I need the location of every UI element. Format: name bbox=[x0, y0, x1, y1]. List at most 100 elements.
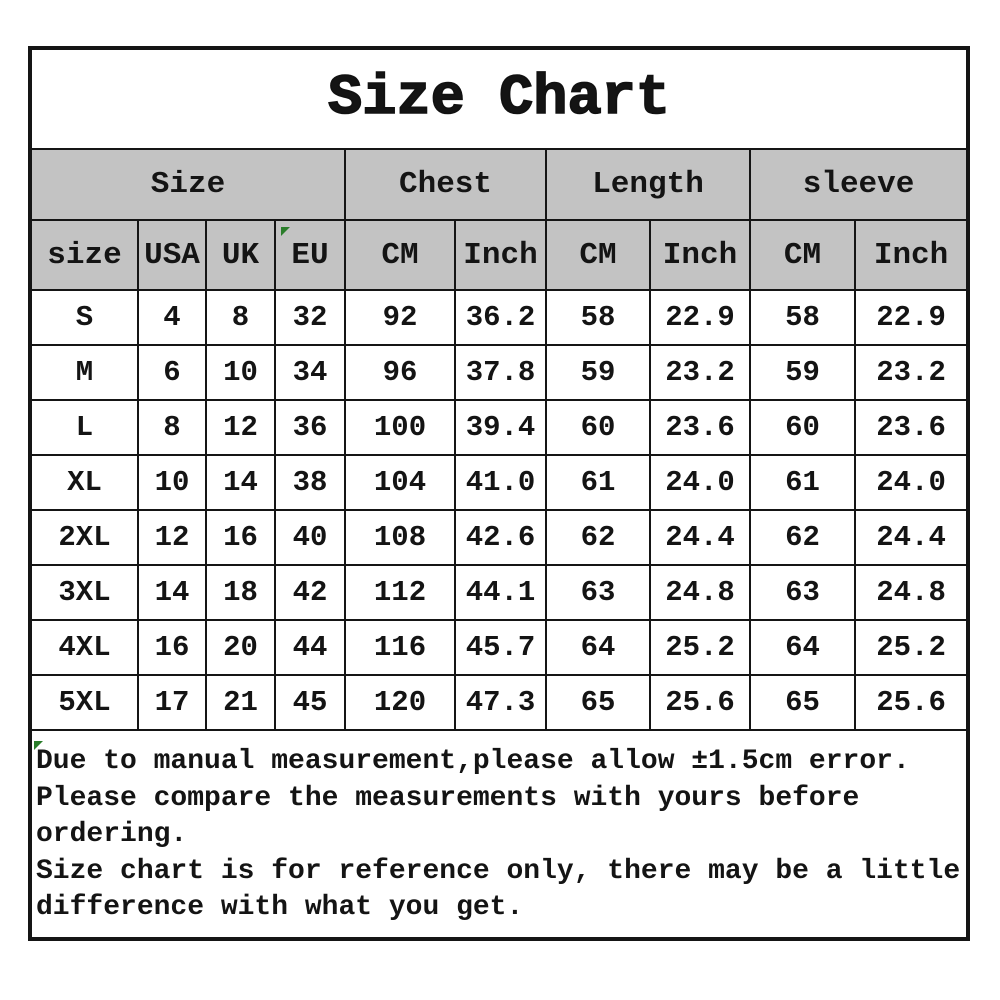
value-cell: 108 bbox=[344, 509, 456, 566]
size-chart-table: Size Chart Size Chest Length sleeve size USA… bbox=[28, 46, 971, 941]
size-label-cell: L bbox=[29, 399, 139, 456]
value-cell: 64 bbox=[545, 619, 651, 676]
value-cell: 8 bbox=[137, 399, 207, 456]
column-header-cell: CM bbox=[344, 219, 456, 291]
size-label-cell: 5XL bbox=[29, 674, 139, 731]
value-cell: 24.8 bbox=[649, 564, 751, 621]
size-label-cell: 3XL bbox=[29, 564, 139, 621]
table-row: XL 10 14 38 104 41.0 61 24.0 61 24.0 bbox=[29, 454, 970, 511]
value-cell: 61 bbox=[545, 454, 651, 511]
value-cell: 25.6 bbox=[649, 674, 751, 731]
value-cell: 25.6 bbox=[853, 674, 970, 731]
value-cell: 16 bbox=[205, 509, 276, 566]
value-cell: 22.9 bbox=[649, 289, 751, 346]
column-header-cell: Inch bbox=[853, 219, 970, 291]
notes-row: Due to manual measurement,please allow ±… bbox=[28, 729, 970, 940]
page-title: Size Chart bbox=[28, 47, 970, 150]
value-cell: 37.8 bbox=[454, 344, 547, 401]
value-cell: 62 bbox=[749, 509, 856, 566]
value-cell: 20 bbox=[205, 619, 276, 676]
table-row: S 4 8 32 92 36.2 58 22.9 58 22.9 bbox=[29, 289, 970, 346]
value-cell: 42.6 bbox=[454, 509, 547, 566]
column-header-cell: USA bbox=[137, 219, 207, 291]
value-cell: 58 bbox=[749, 289, 856, 346]
measurement-notes: Due to manual measurement,please allow ±… bbox=[32, 732, 966, 927]
column-header-row: size USA UK EU CM Inch CM Inch CM Inch bbox=[29, 219, 970, 291]
value-cell: 8 bbox=[205, 289, 276, 346]
table-row: L 8 12 36 100 39.4 60 23.6 60 23.6 bbox=[29, 399, 970, 456]
value-cell: 24.4 bbox=[649, 509, 751, 566]
value-cell: 47.3 bbox=[454, 674, 547, 731]
notes-cell: Due to manual measurement,please allow ±… bbox=[28, 729, 970, 940]
value-cell: 96 bbox=[344, 344, 456, 401]
value-cell: 58 bbox=[545, 289, 651, 346]
group-header-cell: Length bbox=[545, 148, 751, 221]
value-cell: 104 bbox=[344, 454, 456, 511]
value-cell: 59 bbox=[545, 344, 651, 401]
title-row: Size Chart bbox=[28, 47, 970, 150]
value-cell: 61 bbox=[749, 454, 856, 511]
value-cell: 10 bbox=[205, 344, 276, 401]
size-label-cell: 4XL bbox=[29, 619, 139, 676]
value-cell: 36.2 bbox=[454, 289, 547, 346]
value-cell: 4 bbox=[137, 289, 207, 346]
value-cell: 24.8 bbox=[853, 564, 970, 621]
notes-line: Please compare the measurements with you… bbox=[36, 782, 860, 814]
value-cell: 24.0 bbox=[853, 454, 970, 511]
value-cell: 10 bbox=[137, 454, 207, 511]
value-cell: 12 bbox=[137, 509, 207, 566]
value-cell: 63 bbox=[749, 564, 856, 621]
value-cell: 41.0 bbox=[454, 454, 547, 511]
column-header-cell: UK bbox=[205, 219, 276, 291]
column-header-cell: Inch bbox=[649, 219, 751, 291]
value-cell: 60 bbox=[749, 399, 856, 456]
notes-line: difference with what you get. bbox=[36, 892, 524, 923]
group-header-cell: Chest bbox=[344, 148, 547, 221]
group-header-cell: sleeve bbox=[748, 148, 970, 221]
value-cell: 25.2 bbox=[853, 619, 970, 676]
value-cell: 23.6 bbox=[649, 399, 751, 456]
value-cell: 18 bbox=[205, 564, 276, 621]
size-label-cell: 2XL bbox=[29, 509, 139, 566]
column-header-cell: Inch bbox=[454, 219, 547, 291]
column-header-cell: size bbox=[29, 219, 139, 291]
value-cell: 39.4 bbox=[454, 399, 547, 456]
value-cell: 12 bbox=[205, 399, 276, 456]
value-cell: 40 bbox=[274, 509, 346, 566]
value-cell: 38 bbox=[274, 454, 346, 511]
value-cell: 24.0 bbox=[649, 454, 751, 511]
size-label-cell: S bbox=[29, 289, 139, 346]
value-cell: 62 bbox=[545, 509, 651, 566]
value-cell: 116 bbox=[344, 619, 456, 676]
value-cell: 14 bbox=[205, 454, 276, 511]
value-cell: 100 bbox=[344, 399, 456, 456]
page-title-text: Size Chart bbox=[327, 66, 671, 132]
notes-line: ordering. bbox=[36, 819, 188, 850]
group-header-cell: Size bbox=[29, 148, 346, 221]
value-cell: 42 bbox=[274, 564, 346, 621]
value-cell: 65 bbox=[545, 674, 651, 731]
value-cell: 23.6 bbox=[853, 399, 970, 456]
value-cell: 60 bbox=[545, 399, 651, 456]
notes-line: Size chart is for reference only, there … bbox=[36, 855, 961, 887]
value-cell: 92 bbox=[344, 289, 456, 346]
value-cell: 25.2 bbox=[649, 619, 751, 676]
table-row: 3XL 14 18 42 112 44.1 63 24.8 63 24.8 bbox=[29, 564, 970, 621]
table-row: 5XL 17 21 45 120 47.3 65 25.6 65 25.6 bbox=[29, 674, 970, 731]
value-cell: 34 bbox=[274, 344, 346, 401]
size-label-cell: XL bbox=[29, 454, 139, 511]
value-cell: 120 bbox=[344, 674, 456, 731]
notes-line: Due to manual measurement,please allow ±… bbox=[36, 746, 910, 777]
value-cell: 44 bbox=[274, 619, 346, 676]
value-cell: 63 bbox=[545, 564, 651, 621]
value-cell: 16 bbox=[137, 619, 207, 676]
value-cell: 44.1 bbox=[454, 564, 547, 621]
cell-flag-icon bbox=[34, 741, 43, 750]
value-cell: 17 bbox=[137, 674, 207, 731]
table-row: M 6 10 34 96 37.8 59 23.2 59 23.2 bbox=[29, 344, 970, 401]
value-cell: 45.7 bbox=[454, 619, 547, 676]
table-row: 2XL 12 16 40 108 42.6 62 24.4 62 24.4 bbox=[29, 509, 970, 566]
value-cell: 14 bbox=[137, 564, 207, 621]
value-cell: 6 bbox=[137, 344, 207, 401]
